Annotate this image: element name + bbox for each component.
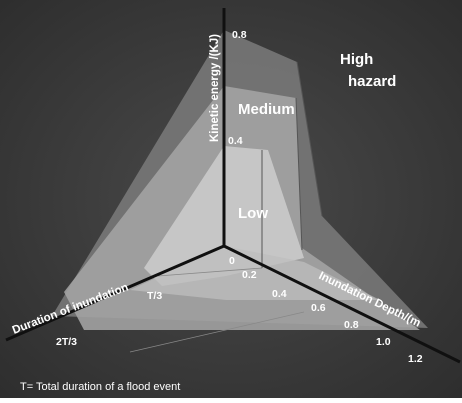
- duration-tick-2t-3: 2T/3: [56, 336, 77, 348]
- kinetic-energy-axis-label: Kinetic energy /(KJ): [209, 34, 221, 142]
- medium-hazard-label: Medium: [238, 101, 295, 118]
- depth-tick-1-2: 1.2: [408, 353, 423, 365]
- depth-tick-0-8: 0.8: [344, 319, 359, 331]
- guide-line: [129, 311, 305, 353]
- origin-label: 0: [229, 255, 235, 267]
- guide-line: [296, 61, 323, 217]
- kinetic-tick-0-4: 0.4: [228, 135, 243, 147]
- footnote: T= Total duration of a flood event: [20, 381, 180, 393]
- axis-duration: [5, 244, 225, 342]
- depth-tick-1-0: 1.0: [376, 336, 391, 348]
- depth-tick-0-2: 0.2: [242, 269, 257, 281]
- low-hazard-label: Low: [238, 205, 268, 222]
- low-zone-floor: [130, 246, 380, 300]
- guide-line: [295, 97, 303, 251]
- high-hazard-label-2: hazard: [348, 73, 396, 90]
- high-hazard-label-1: High: [340, 51, 373, 68]
- axis-depth: [223, 244, 461, 364]
- depth-tick-0-6: 0.6: [311, 302, 326, 314]
- depth-tick-0-4: 0.4: [272, 288, 287, 300]
- guide-line: [157, 267, 263, 277]
- kinetic-tick-0-8: 0.8: [232, 29, 247, 41]
- duration-tick-t-3: T/3: [147, 290, 162, 302]
